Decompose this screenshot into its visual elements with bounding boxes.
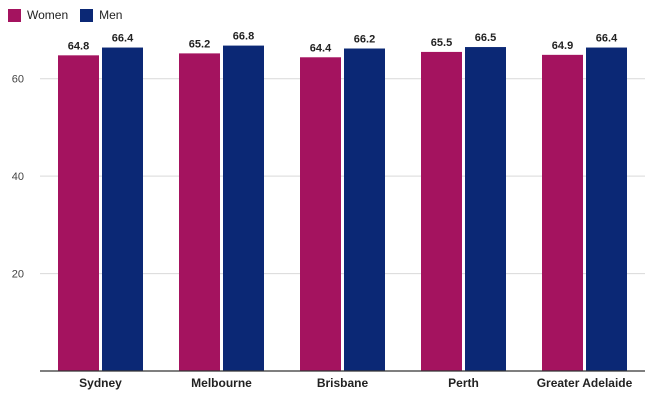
data-label-men-brisbane: 66.2 bbox=[354, 34, 375, 46]
legend: Women Men bbox=[8, 8, 134, 22]
data-label-women-sydney: 64.8 bbox=[68, 40, 89, 52]
bar-women-greater-adelaide bbox=[542, 54, 583, 371]
bar-men-brisbane bbox=[344, 48, 385, 372]
x-tick-label-melbourne: Melbourne bbox=[191, 376, 252, 390]
bar-men-perth bbox=[465, 47, 506, 372]
y-tick-label-60: 60 bbox=[12, 74, 24, 86]
legend-swatch-men bbox=[80, 8, 94, 22]
bar-men-melbourne bbox=[223, 45, 264, 372]
data-label-women-perth: 65.5 bbox=[431, 37, 452, 49]
bar-women-brisbane bbox=[300, 57, 341, 371]
data-label-men-perth: 66.5 bbox=[475, 32, 496, 44]
y-tick-label-20: 20 bbox=[12, 269, 24, 281]
bar-women-sydney bbox=[58, 55, 99, 372]
data-label-men-sydney: 66.4 bbox=[112, 33, 134, 45]
bar-men-greater-adelaide bbox=[586, 47, 627, 372]
legend-label-women: Women bbox=[27, 8, 69, 22]
data-label-men-greater-adelaide: 66.4 bbox=[596, 33, 618, 45]
x-tick-label-sydney: Sydney bbox=[79, 376, 122, 390]
data-label-women-melbourne: 65.2 bbox=[189, 38, 210, 50]
x-tick-label-brisbane: Brisbane bbox=[317, 376, 369, 390]
legend-item-men: Men bbox=[80, 8, 122, 22]
data-label-men-melbourne: 66.8 bbox=[233, 31, 254, 43]
legend-item-women: Women bbox=[8, 8, 68, 22]
legend-label-men: Men bbox=[99, 8, 123, 22]
bar-women-melbourne bbox=[179, 53, 220, 371]
bar-women-perth bbox=[421, 51, 462, 372]
x-tick-label-perth: Perth bbox=[448, 376, 479, 390]
y-tick-label-40: 40 bbox=[12, 171, 24, 183]
data-label-women-greater-adelaide: 64.9 bbox=[552, 40, 573, 52]
bar-men-sydney bbox=[102, 47, 143, 372]
legend-swatch-women bbox=[8, 8, 21, 22]
data-label-women-brisbane: 64.4 bbox=[310, 42, 332, 54]
x-tick-label-greater-adelaide: Greater Adelaide bbox=[537, 376, 633, 390]
